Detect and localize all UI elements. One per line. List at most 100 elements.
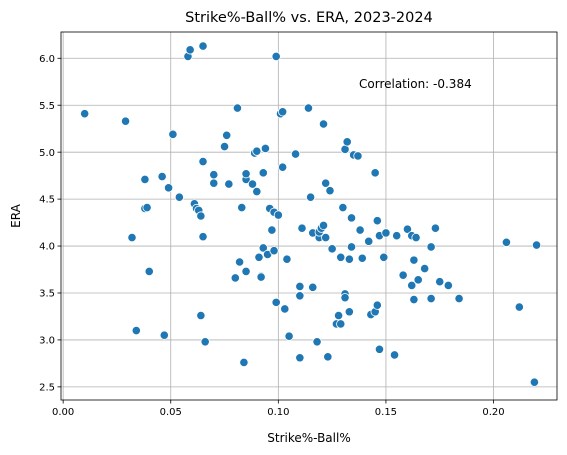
- scatter-point: [308, 282, 318, 292]
- y-axis-label: ERA: [9, 203, 23, 227]
- scatter-point: [295, 291, 305, 301]
- scatter-point: [381, 228, 391, 238]
- scatter-point: [295, 281, 305, 292]
- scatter-point: [372, 216, 382, 226]
- scatter-point: [267, 225, 277, 235]
- scatter-point: [247, 179, 258, 189]
- scatter-point: [531, 240, 542, 250]
- scatter-point: [344, 307, 354, 317]
- scatter-point: [372, 300, 382, 310]
- scatter-point: [232, 103, 243, 113]
- scatter-point: [241, 266, 251, 276]
- scatter-point: [297, 223, 307, 233]
- axis-ticks: 0.00 0.05 0.10 0.15 0.20 2.5 3.0 3.5 4.0 4.5 5.0 5.…: [39, 54, 505, 418]
- scatter-point: [163, 183, 174, 193]
- scatter-point: [230, 273, 240, 283]
- scatter-point: [224, 179, 234, 189]
- scatter-point: [346, 242, 357, 252]
- scatter-point: [222, 130, 232, 140]
- scatter-point: [426, 242, 436, 252]
- scatter-point: [392, 231, 402, 241]
- scatter-point: [318, 119, 329, 129]
- scatter-point: [200, 337, 210, 347]
- scatter-point: [303, 103, 314, 113]
- scatter-point: [336, 252, 346, 262]
- scatter-point: [407, 280, 417, 291]
- y-tick-label: 4.5: [39, 195, 55, 206]
- scatter-point: [379, 252, 389, 262]
- scatter-point: [342, 137, 352, 147]
- scatter-point: [174, 192, 184, 202]
- scatter-point: [196, 211, 206, 221]
- scatter-point: [338, 202, 348, 213]
- scatter-point: [198, 156, 208, 167]
- scatter-point: [321, 178, 331, 188]
- scatter-point: [290, 149, 301, 159]
- scatter-point: [325, 186, 335, 196]
- scatter-point: [144, 266, 154, 276]
- scatter-point: [346, 213, 357, 223]
- scatter-point: [430, 223, 441, 233]
- scatter-point: [198, 232, 208, 242]
- scatter-point: [237, 202, 247, 213]
- scatter-point: [353, 151, 363, 161]
- x-tick-label: 0.10: [267, 407, 289, 418]
- scatter-point: [198, 41, 208, 51]
- scatter-point: [278, 107, 288, 117]
- scatter-point: [327, 244, 337, 254]
- correlation-annotation: Correlation: -0.384: [359, 77, 472, 91]
- scatter-point: [318, 220, 329, 230]
- scatter-point: [284, 331, 294, 341]
- scatter-point: [239, 357, 249, 368]
- scatter-point: [402, 224, 413, 234]
- y-tick-label: 5.5: [39, 101, 55, 112]
- y-tick-label: 4.0: [39, 242, 55, 253]
- scatter-point: [426, 294, 436, 304]
- y-tick-label: 6.0: [39, 54, 55, 65]
- scatter-point: [256, 272, 266, 282]
- scatter-point: [340, 293, 350, 303]
- x-tick-label: 0.05: [160, 407, 182, 418]
- scatter-point: [269, 246, 279, 256]
- scatter-point: [254, 252, 264, 262]
- scatter-point: [389, 350, 400, 360]
- grid: [61, 32, 557, 400]
- scatter-point: [271, 297, 281, 307]
- y-tick-label: 3.0: [39, 336, 55, 347]
- x-axis-label: Strike%-Ball%: [267, 431, 350, 445]
- scatter-point: [273, 210, 283, 220]
- scatter-point: [185, 45, 195, 55]
- scatter-point: [196, 310, 206, 321]
- scatter-point: [295, 353, 305, 363]
- scatter-point: [409, 255, 419, 265]
- scatter-point: [168, 129, 178, 139]
- y-tick-label: 5.0: [39, 148, 55, 159]
- scatter-point: [411, 232, 421, 243]
- scatter-point: [127, 232, 137, 243]
- chart-title: Strike%-Ball% vs. ERA, 2023-2024: [185, 10, 433, 26]
- scatter-point: [364, 236, 374, 246]
- scatter-point: [306, 192, 316, 202]
- scatter-point: [280, 304, 290, 314]
- scatter-point: [80, 109, 90, 119]
- data-points: [80, 41, 542, 387]
- scatter-point: [131, 325, 141, 336]
- scatter-point: [271, 51, 281, 62]
- scatter-point: [370, 168, 380, 178]
- scatter-point: [374, 344, 385, 354]
- y-tick-label: 3.5: [39, 289, 55, 300]
- scatter-point: [357, 253, 367, 263]
- scatter-point: [142, 202, 152, 213]
- scatter-point: [120, 116, 131, 126]
- scatter-point: [159, 330, 169, 340]
- scatter-point: [344, 254, 354, 264]
- scatter-point: [323, 352, 333, 362]
- scatter-point: [282, 254, 292, 264]
- scatter-point: [209, 178, 219, 188]
- scatter-point: [258, 243, 268, 253]
- plot-area-frame: [60, 31, 558, 401]
- scatter-point: [514, 302, 524, 312]
- x-tick-label: 0.15: [375, 407, 397, 418]
- scatter-point: [258, 168, 268, 178]
- scatter-point: [241, 169, 251, 179]
